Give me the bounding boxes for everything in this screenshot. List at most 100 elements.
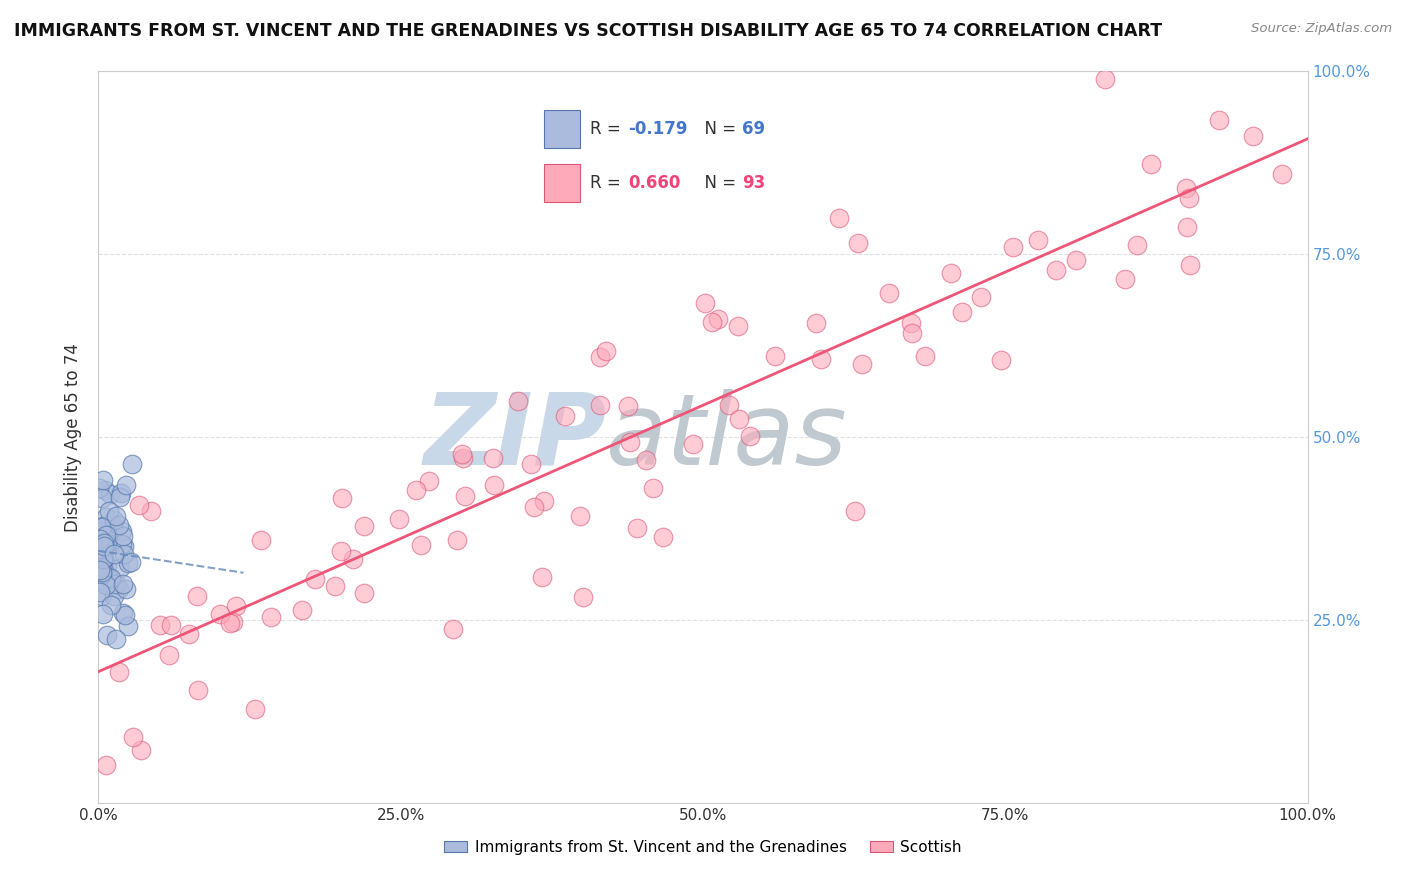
Point bbox=[87, 550, 110, 565]
Point bbox=[1243, 129, 1265, 144]
Point bbox=[139, 504, 162, 518]
Point bbox=[100, 598, 122, 612]
Text: ZIP: ZIP bbox=[423, 389, 606, 485]
Point bbox=[87, 557, 110, 571]
Point bbox=[115, 582, 138, 596]
Point bbox=[330, 491, 353, 505]
Point bbox=[94, 527, 117, 541]
Point bbox=[111, 606, 134, 620]
Point bbox=[900, 316, 922, 330]
Point bbox=[103, 547, 125, 561]
Point bbox=[353, 519, 375, 533]
Text: atlas: atlas bbox=[606, 389, 848, 485]
Point bbox=[589, 398, 612, 412]
Point bbox=[93, 540, 115, 554]
Point bbox=[1175, 180, 1198, 194]
Point bbox=[763, 350, 786, 364]
Point bbox=[225, 599, 247, 613]
Point bbox=[353, 586, 375, 600]
Point bbox=[91, 589, 114, 603]
Point bbox=[208, 607, 231, 621]
Point bbox=[111, 524, 134, 539]
Point bbox=[112, 540, 135, 554]
Point bbox=[90, 524, 112, 538]
Point bbox=[93, 519, 115, 533]
Point bbox=[329, 544, 352, 558]
Point bbox=[641, 481, 664, 495]
Point bbox=[418, 474, 440, 488]
Point bbox=[94, 509, 117, 524]
Point bbox=[89, 560, 111, 574]
Point bbox=[1094, 71, 1116, 86]
Point bbox=[388, 512, 411, 526]
Point bbox=[1126, 238, 1149, 252]
Legend: Immigrants from St. Vincent and the Grenadines, Scottish: Immigrants from St. Vincent and the Gren… bbox=[439, 834, 967, 861]
Point bbox=[702, 316, 724, 330]
Point bbox=[93, 541, 115, 555]
Point bbox=[990, 352, 1012, 367]
Point bbox=[572, 590, 595, 604]
Point bbox=[129, 743, 152, 757]
Point bbox=[323, 579, 346, 593]
Text: 69: 69 bbox=[742, 120, 765, 138]
Point bbox=[94, 483, 117, 498]
Point bbox=[96, 627, 118, 641]
Point bbox=[103, 513, 125, 527]
Point bbox=[1114, 272, 1136, 286]
Point bbox=[89, 563, 111, 577]
Point bbox=[718, 398, 741, 412]
Point bbox=[482, 450, 505, 465]
Point bbox=[93, 536, 115, 550]
Point bbox=[98, 487, 121, 501]
Point bbox=[707, 312, 730, 326]
Point bbox=[291, 603, 314, 617]
Point bbox=[93, 564, 115, 578]
Point bbox=[554, 409, 576, 423]
Text: IMMIGRANTS FROM ST. VINCENT AND THE GRENADINES VS SCOTTISH DISABILITY AGE 65 TO : IMMIGRANTS FROM ST. VINCENT AND THE GREN… bbox=[14, 22, 1163, 40]
Point bbox=[103, 589, 125, 603]
Point bbox=[104, 509, 127, 524]
Point bbox=[104, 632, 127, 647]
Bar bbox=[544, 164, 579, 202]
Point bbox=[112, 576, 135, 591]
Point bbox=[187, 683, 209, 698]
Point bbox=[848, 235, 870, 250]
Point bbox=[93, 551, 115, 566]
Point bbox=[91, 520, 114, 534]
Point bbox=[453, 450, 475, 465]
Point bbox=[107, 665, 129, 680]
Point bbox=[115, 478, 138, 492]
Point bbox=[728, 412, 751, 426]
Bar bbox=[544, 110, 579, 148]
Point bbox=[148, 617, 170, 632]
Point bbox=[1178, 258, 1201, 272]
Point bbox=[588, 350, 610, 364]
Point bbox=[108, 490, 131, 504]
Point bbox=[616, 400, 638, 414]
Point bbox=[1002, 240, 1025, 254]
Point bbox=[243, 702, 266, 716]
Point bbox=[828, 211, 851, 226]
Point bbox=[177, 626, 200, 640]
Point bbox=[1140, 157, 1163, 171]
Point bbox=[939, 266, 962, 280]
Point bbox=[451, 447, 474, 461]
Point bbox=[98, 571, 121, 585]
Point bbox=[695, 296, 717, 310]
Point bbox=[111, 537, 134, 551]
Point bbox=[533, 493, 555, 508]
Point bbox=[91, 530, 114, 544]
Text: -0.179: -0.179 bbox=[628, 120, 688, 138]
Y-axis label: Disability Age 65 to 74: Disability Age 65 to 74 bbox=[65, 343, 83, 532]
Point bbox=[844, 504, 866, 518]
Point bbox=[94, 577, 117, 591]
Point bbox=[523, 500, 546, 514]
Point bbox=[950, 305, 973, 319]
Point bbox=[121, 457, 143, 471]
Point bbox=[91, 551, 114, 566]
Point bbox=[112, 547, 135, 561]
Point bbox=[90, 565, 112, 579]
Point bbox=[96, 536, 118, 550]
Point bbox=[104, 577, 127, 591]
Point bbox=[626, 521, 648, 535]
